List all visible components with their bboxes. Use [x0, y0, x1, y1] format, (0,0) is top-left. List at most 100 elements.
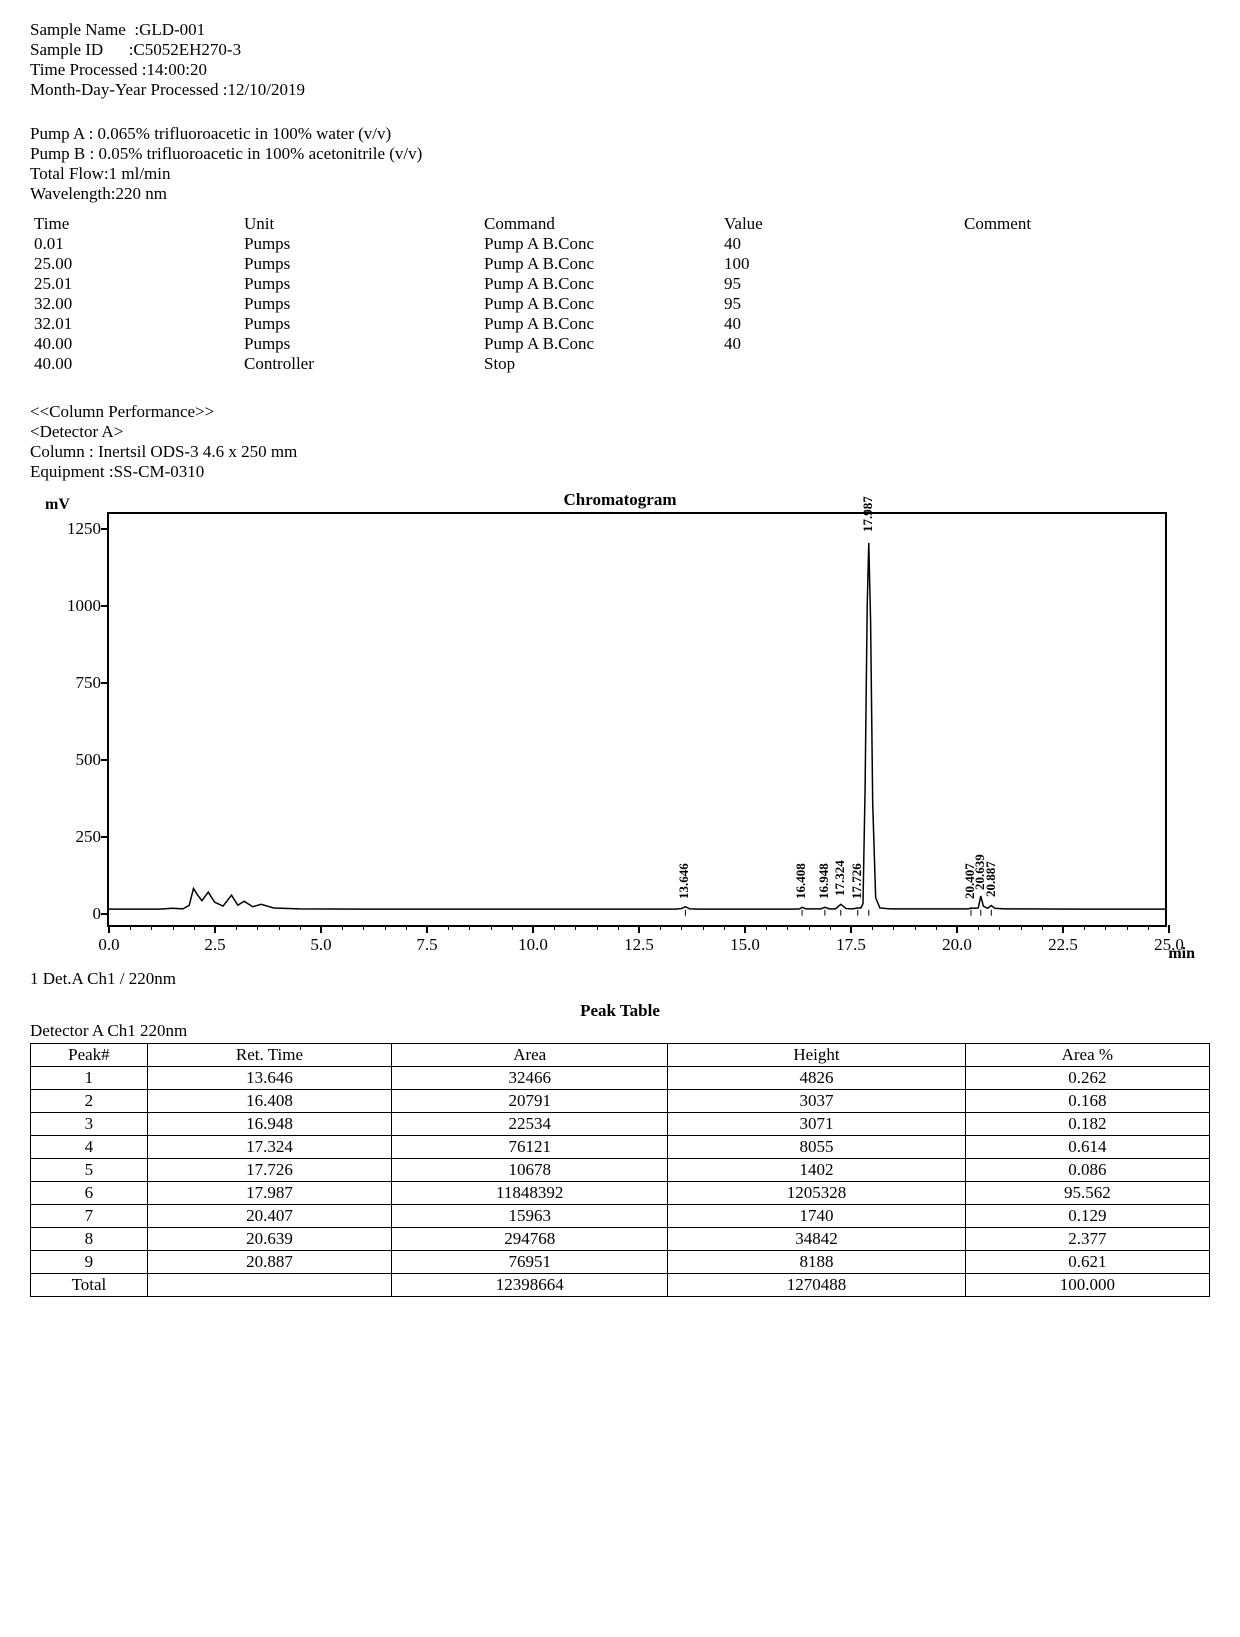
gradient-cell-value: 40	[720, 234, 960, 254]
y-tick: 0	[51, 904, 101, 924]
x-axis-label: min	[1168, 945, 1195, 963]
x-minor-tick	[1127, 925, 1128, 930]
x-minor-tick	[406, 925, 407, 930]
gradient-cell-value: 100	[720, 254, 960, 274]
chromatogram-line	[109, 543, 1165, 909]
gradient-cell-value	[720, 354, 960, 374]
x-minor-tick	[173, 925, 174, 930]
gradient-cell-unit: Pumps	[240, 314, 480, 334]
gradient-row: 32.00PumpsPump A B.Conc95	[30, 294, 1210, 314]
peak-header-areapct: Area %	[965, 1044, 1209, 1067]
total-flow: Total Flow:1 ml/min	[30, 164, 1210, 184]
x-minor-tick	[618, 925, 619, 930]
x-tick-mark	[744, 925, 746, 933]
x-minor-tick	[915, 925, 916, 930]
x-minor-tick	[512, 925, 513, 930]
gradient-cell-unit: Pumps	[240, 234, 480, 254]
peak-cell-area: 76951	[392, 1251, 668, 1274]
peak-row: 920.8877695181880.621	[31, 1251, 1210, 1274]
peak-header-height: Height	[668, 1044, 965, 1067]
x-minor-tick	[893, 925, 894, 930]
peak-row: 316.9482253430710.182	[31, 1113, 1210, 1136]
peak-table-title: Peak Table	[30, 1001, 1210, 1021]
peak-cell-height: 8188	[668, 1251, 965, 1274]
x-tick: 10.0	[518, 935, 548, 955]
peak-cell-peak: 1	[31, 1067, 148, 1090]
peak-cell-areaPct: 95.562	[965, 1182, 1209, 1205]
peak-row-total: Total123986641270488100.000	[31, 1274, 1210, 1297]
x-tick: 0.0	[98, 935, 119, 955]
y-tick: 500	[51, 750, 101, 770]
x-minor-tick	[363, 925, 364, 930]
x-minor-tick	[554, 925, 555, 930]
gradient-cell-unit: Pumps	[240, 274, 480, 294]
x-minor-tick	[766, 925, 767, 930]
x-minor-tick	[151, 925, 152, 930]
peak-cell-ret: 20.887	[147, 1251, 391, 1274]
date-processed-label: Month-Day-Year Processed :	[30, 80, 228, 99]
peak-row: 417.3247612180550.614	[31, 1136, 1210, 1159]
x-minor-tick	[809, 925, 810, 930]
peak-cell-areaPct: 0.614	[965, 1136, 1209, 1159]
chromatogram-chart: mV 0250500750100012500.02.55.07.510.012.…	[45, 512, 1195, 927]
peak-cell-height: 34842	[668, 1228, 965, 1251]
gradient-cell-value: 95	[720, 274, 960, 294]
peak-cell-area: 15963	[392, 1205, 668, 1228]
peak-cell-areaPct: 2.377	[965, 1228, 1209, 1251]
x-minor-tick	[597, 925, 598, 930]
y-tick: 1000	[51, 596, 101, 616]
gradient-row: 0.01PumpsPump A B.Conc40	[30, 234, 1210, 254]
peak-header-rettime: Ret. Time	[147, 1044, 391, 1067]
gradient-row: 40.00ControllerStop	[30, 354, 1210, 374]
sample-id: Sample ID :C5052EH270-3	[30, 40, 1210, 60]
peak-cell-areaPct: 0.168	[965, 1090, 1209, 1113]
sample-name-value: GLD-001	[139, 20, 205, 39]
gradient-cell-command: Pump A B.Conc	[480, 274, 720, 294]
peak-cell-peak: 9	[31, 1251, 148, 1274]
gradient-cell-comment	[960, 234, 1210, 254]
gradient-cell-unit: Controller	[240, 354, 480, 374]
peak-cell-peak: 3	[31, 1113, 148, 1136]
gradient-cell-time: 40.00	[30, 334, 240, 354]
x-minor-tick	[300, 925, 301, 930]
x-minor-tick	[385, 925, 386, 930]
peak-cell-height: 3071	[668, 1113, 965, 1136]
x-minor-tick	[978, 925, 979, 930]
gradient-cell-unit: Pumps	[240, 334, 480, 354]
column-perf-column: Column : Inertsil ODS-3 4.6 x 250 mm	[30, 442, 1210, 462]
peak-total-ret	[147, 1274, 391, 1297]
x-minor-tick	[1042, 925, 1043, 930]
x-minor-tick	[1084, 925, 1085, 930]
peak-cell-areaPct: 0.262	[965, 1067, 1209, 1090]
y-tick-mark	[101, 836, 109, 838]
sample-name: Sample Name :GLD-001	[30, 20, 1210, 40]
peak-cell-height: 1205328	[668, 1182, 965, 1205]
column-perf-detector: <Detector A>	[30, 422, 1210, 442]
peak-table: Peak# Ret. Time Area Height Area % 113.6…	[30, 1043, 1210, 1297]
wavelength: Wavelength:220 nm	[30, 184, 1210, 204]
chromatogram-title: Chromatogram	[30, 490, 1210, 510]
x-tick: 15.0	[730, 935, 760, 955]
peak-table-subtitle: Detector A Ch1 220nm	[30, 1021, 1210, 1041]
x-tick: 5.0	[310, 935, 331, 955]
x-minor-tick	[279, 925, 280, 930]
y-tick: 750	[51, 673, 101, 693]
x-minor-tick	[724, 925, 725, 930]
x-tick: 12.5	[624, 935, 654, 955]
gradient-header-time: Time	[30, 214, 240, 234]
gradient-header-unit: Unit	[240, 214, 480, 234]
peak-cell-ret: 20.407	[147, 1205, 391, 1228]
x-tick: 22.5	[1048, 935, 1078, 955]
peak-header-area: Area	[392, 1044, 668, 1067]
x-minor-tick	[342, 925, 343, 930]
gradient-cell-time: 32.01	[30, 314, 240, 334]
gradient-cell-command: Pump A B.Conc	[480, 294, 720, 314]
gradient-cell-command: Stop	[480, 354, 720, 374]
gradient-header-command: Command	[480, 214, 720, 234]
sample-id-value: C5052EH270-3	[133, 40, 241, 59]
x-minor-tick	[1148, 925, 1149, 930]
gradient-cell-unit: Pumps	[240, 294, 480, 314]
peak-cell-areaPct: 0.129	[965, 1205, 1209, 1228]
date-processed-value: 12/10/2019	[228, 80, 305, 99]
peak-cell-area: 32466	[392, 1067, 668, 1090]
